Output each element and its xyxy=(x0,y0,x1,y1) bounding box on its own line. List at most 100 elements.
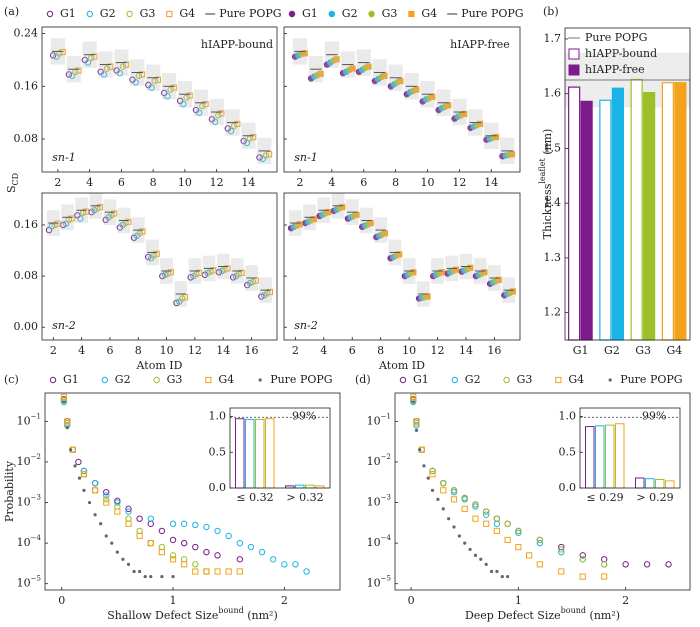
marker xyxy=(426,476,430,480)
marker xyxy=(365,63,372,70)
marker xyxy=(192,521,199,529)
marker xyxy=(153,250,160,257)
marker xyxy=(136,532,143,540)
marker xyxy=(436,497,440,501)
marker xyxy=(203,523,210,531)
legend-swatch xyxy=(568,48,580,60)
x-tick-label: 0 xyxy=(408,594,415,607)
marker xyxy=(91,53,98,60)
legend-swatch xyxy=(258,378,262,382)
bar xyxy=(615,423,625,489)
y-tick-label: 10−2 xyxy=(17,453,41,468)
marker xyxy=(91,479,99,487)
legend-swatch xyxy=(568,64,580,76)
legend-swatch xyxy=(608,378,612,382)
x-tick-label: 8 xyxy=(135,344,142,357)
y-tick-label: 10−3 xyxy=(367,494,391,509)
x-tick-label: > 0.29 xyxy=(636,491,673,504)
marker xyxy=(515,543,522,551)
marker xyxy=(413,422,420,429)
marker xyxy=(643,561,651,568)
x-axis-label-part: Shallow Defect Size xyxy=(107,609,218,622)
marker xyxy=(281,561,288,568)
marker xyxy=(472,501,479,508)
x-tick-label: > 0.32 xyxy=(286,491,323,504)
y-tick-label: 0.08 xyxy=(14,132,39,145)
bar xyxy=(595,425,605,489)
x-tick-label: 12 xyxy=(188,344,202,357)
marker xyxy=(210,267,217,274)
marker xyxy=(473,553,478,557)
y-tick-label: 1.0 xyxy=(209,410,227,423)
axes-frame xyxy=(283,192,521,341)
marker xyxy=(160,574,164,579)
marker xyxy=(104,534,108,538)
marker xyxy=(493,527,501,535)
y-tick-exponent: −4 xyxy=(381,534,392,542)
y-tick-base: 10 xyxy=(17,577,31,590)
plot xyxy=(287,193,516,307)
marker xyxy=(138,71,146,78)
marker xyxy=(495,569,499,574)
marker xyxy=(56,50,63,57)
marker xyxy=(103,65,111,72)
annotation: sn-1 xyxy=(294,151,317,164)
y-tick-label: 10−1 xyxy=(367,412,391,427)
marker xyxy=(303,568,310,575)
marker xyxy=(579,552,586,559)
marker xyxy=(270,556,277,563)
panel-title: hIAPP-bound xyxy=(201,38,273,51)
x-axis-label: Shallow Defect Sizebound (nm²) xyxy=(107,606,278,622)
x-tick-label: 14 xyxy=(241,176,255,189)
x-tick-label: 16 xyxy=(487,344,501,357)
marker xyxy=(169,520,177,527)
x-tick-label: G4 xyxy=(666,344,682,357)
y-tick-exponent: −5 xyxy=(381,575,391,583)
x-tick-label: 2 xyxy=(281,594,288,607)
y-axis-label: Probability xyxy=(3,460,16,522)
y-tick-label: 10−4 xyxy=(17,534,42,549)
marker xyxy=(125,508,132,515)
bar xyxy=(630,78,643,341)
marker xyxy=(65,71,73,78)
plot xyxy=(580,416,680,489)
x-tick-label: G1 xyxy=(573,344,589,357)
legend-label: G1 xyxy=(413,373,429,386)
marker xyxy=(413,418,420,425)
legend-swatch xyxy=(368,10,375,18)
marker xyxy=(171,574,175,579)
marker xyxy=(170,84,177,91)
marker xyxy=(62,400,66,404)
axes-frame xyxy=(229,407,331,489)
legend-label: G2 xyxy=(100,7,116,20)
marker xyxy=(167,86,174,93)
marker xyxy=(64,418,71,425)
bar xyxy=(235,418,245,489)
marker xyxy=(243,139,251,147)
marker xyxy=(463,541,467,545)
marker xyxy=(482,511,490,518)
marker xyxy=(247,543,255,551)
marker xyxy=(452,525,456,529)
marker xyxy=(461,110,468,118)
marker xyxy=(296,221,303,228)
axes-frame xyxy=(41,192,278,341)
legend-label: G3 xyxy=(167,373,183,386)
marker xyxy=(139,228,146,235)
x-tick-label: 10 xyxy=(402,344,416,357)
marker xyxy=(136,515,143,522)
marker xyxy=(447,517,451,521)
marker xyxy=(601,573,608,580)
marker xyxy=(180,556,188,563)
marker xyxy=(579,556,586,563)
marker xyxy=(472,503,479,510)
x-tick-label: 1 xyxy=(170,594,177,607)
marker xyxy=(479,557,483,561)
x-tick-label: 1 xyxy=(515,594,522,607)
marker xyxy=(339,203,346,211)
y-tick-label: 0.08 xyxy=(14,269,39,282)
axes-frame xyxy=(564,27,691,341)
marker xyxy=(53,53,60,60)
bar xyxy=(599,99,612,341)
marker xyxy=(176,97,184,105)
